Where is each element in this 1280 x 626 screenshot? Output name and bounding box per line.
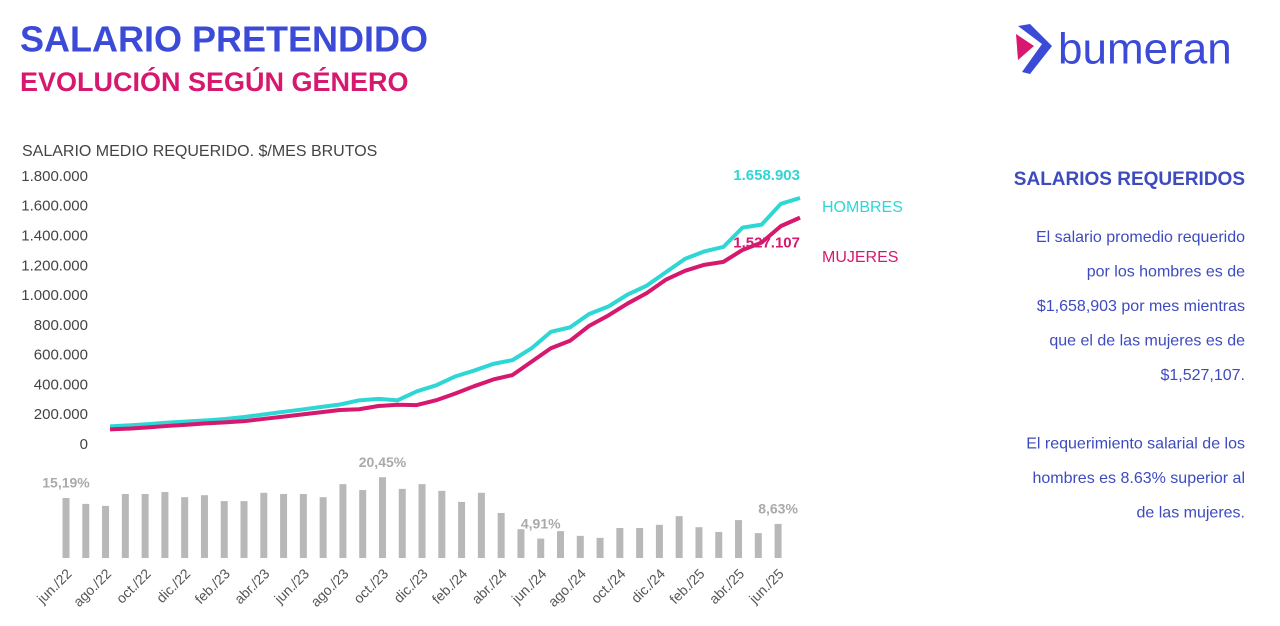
x-tick-label: feb./24: [429, 565, 471, 607]
value-label: 15,19%: [42, 475, 90, 491]
subtitle: EVOLUCIÓN SEGÚN GÉNERO: [20, 66, 409, 97]
bar: [200, 495, 208, 558]
x-tick-label: jun./23: [270, 565, 312, 607]
x-tick-label: jun./22: [33, 565, 75, 607]
bar: [102, 505, 110, 558]
bar: [477, 492, 485, 558]
side-text: $1,527,107.: [1160, 367, 1245, 384]
chart-title: SALARIO MEDIO REQUERIDO. $/MES BRUTOS: [22, 143, 377, 160]
x-tick-label: ago./22: [70, 565, 114, 609]
value-label: 20,45%: [359, 454, 407, 470]
bar: [398, 488, 406, 558]
value-label: 1.527.107: [733, 235, 800, 252]
legend-label: MUJERES: [822, 249, 898, 266]
bar: [458, 501, 466, 558]
bar: [438, 490, 446, 558]
y-tick-label: 1.200.000: [21, 257, 88, 274]
bar: [418, 484, 426, 558]
y-tick-label: 1.000.000: [21, 287, 88, 304]
bar: [715, 531, 723, 558]
x-tick-label: dic./24: [628, 565, 669, 606]
bar: [636, 527, 644, 558]
value-label: 4,91%: [521, 515, 561, 531]
bar: [82, 503, 90, 558]
x-tick-label: abr./23: [231, 565, 273, 607]
side-text: $1,658,903 por mes mientras: [1037, 298, 1245, 315]
bar: [596, 537, 604, 558]
bar: [774, 523, 782, 558]
x-tick-label: oct./24: [588, 565, 629, 606]
line: [109, 196, 801, 429]
x-tick-label: feb./25: [666, 565, 708, 607]
bar: [121, 494, 129, 558]
y-tick-label: 1.400.000: [21, 228, 88, 245]
x-tick-label: jun./25: [745, 565, 787, 607]
x-tick-label: oct./22: [113, 565, 154, 606]
bar: [517, 529, 525, 558]
bar: [319, 497, 327, 558]
x-tick-label: oct./23: [350, 565, 391, 606]
bar: [299, 494, 307, 558]
bar: [280, 494, 288, 558]
x-tick-label: ago./24: [545, 565, 589, 609]
y-tick-label: 400.000: [34, 376, 88, 393]
x-tick-label: dic./23: [390, 565, 431, 606]
value-label: 8,63%: [758, 501, 798, 517]
side-text: El salario promedio requerido: [1036, 229, 1245, 246]
side-title: SALARIOS REQUERIDOS: [1014, 169, 1245, 190]
bar: [557, 531, 564, 558]
x-tick-label: dic./22: [153, 565, 194, 606]
y-tick-label: 600.000: [34, 347, 88, 364]
y-tick-label: 1.600.000: [21, 198, 88, 215]
logo-text: bumeran: [1058, 25, 1232, 74]
x-tick-label: jun./24: [508, 565, 550, 607]
bar: [378, 477, 386, 558]
legend-label: HOMBRES: [822, 199, 903, 216]
side-text: El requerimiento salarial de los: [1026, 436, 1245, 453]
logo-icon: [1018, 24, 1052, 74]
y-tick-label: 1.800.000: [21, 168, 88, 185]
y-tick-label: 800.000: [34, 317, 88, 334]
bar: [754, 533, 762, 558]
bar: [497, 512, 505, 558]
line: [109, 215, 801, 432]
bar: [675, 516, 683, 558]
bar: [359, 490, 367, 558]
bar: [616, 527, 624, 558]
y-tick-label: 200.000: [34, 406, 88, 423]
x-tick-label: ago./23: [307, 565, 351, 609]
bar: [161, 492, 169, 558]
y-tick-label: 0: [80, 436, 88, 453]
bar: [339, 484, 347, 558]
bar: [240, 501, 248, 558]
side-text: de las mujeres.: [1137, 505, 1246, 522]
title: SALARIO PRETENDIDO: [20, 19, 428, 60]
logo-icon-accent: [1016, 34, 1034, 60]
side-text: por los hombres es de: [1087, 264, 1245, 281]
bar: [537, 538, 545, 558]
value-label: 1.658.903: [733, 167, 800, 184]
bar: [735, 520, 743, 558]
bar: [62, 497, 70, 558]
bar: [576, 535, 584, 558]
x-tick-label: abr./25: [706, 565, 748, 607]
bar: [655, 524, 663, 558]
bar: [260, 492, 268, 558]
bar: [181, 497, 189, 558]
side-text: hombres es 8.63% superior al: [1032, 470, 1245, 487]
x-tick-label: feb./23: [191, 565, 233, 607]
x-tick-label: abr./24: [468, 565, 510, 607]
bar: [141, 494, 149, 558]
bar: [220, 501, 228, 558]
side-text: que el de las mujeres es de: [1049, 333, 1245, 350]
bar: [695, 527, 703, 558]
